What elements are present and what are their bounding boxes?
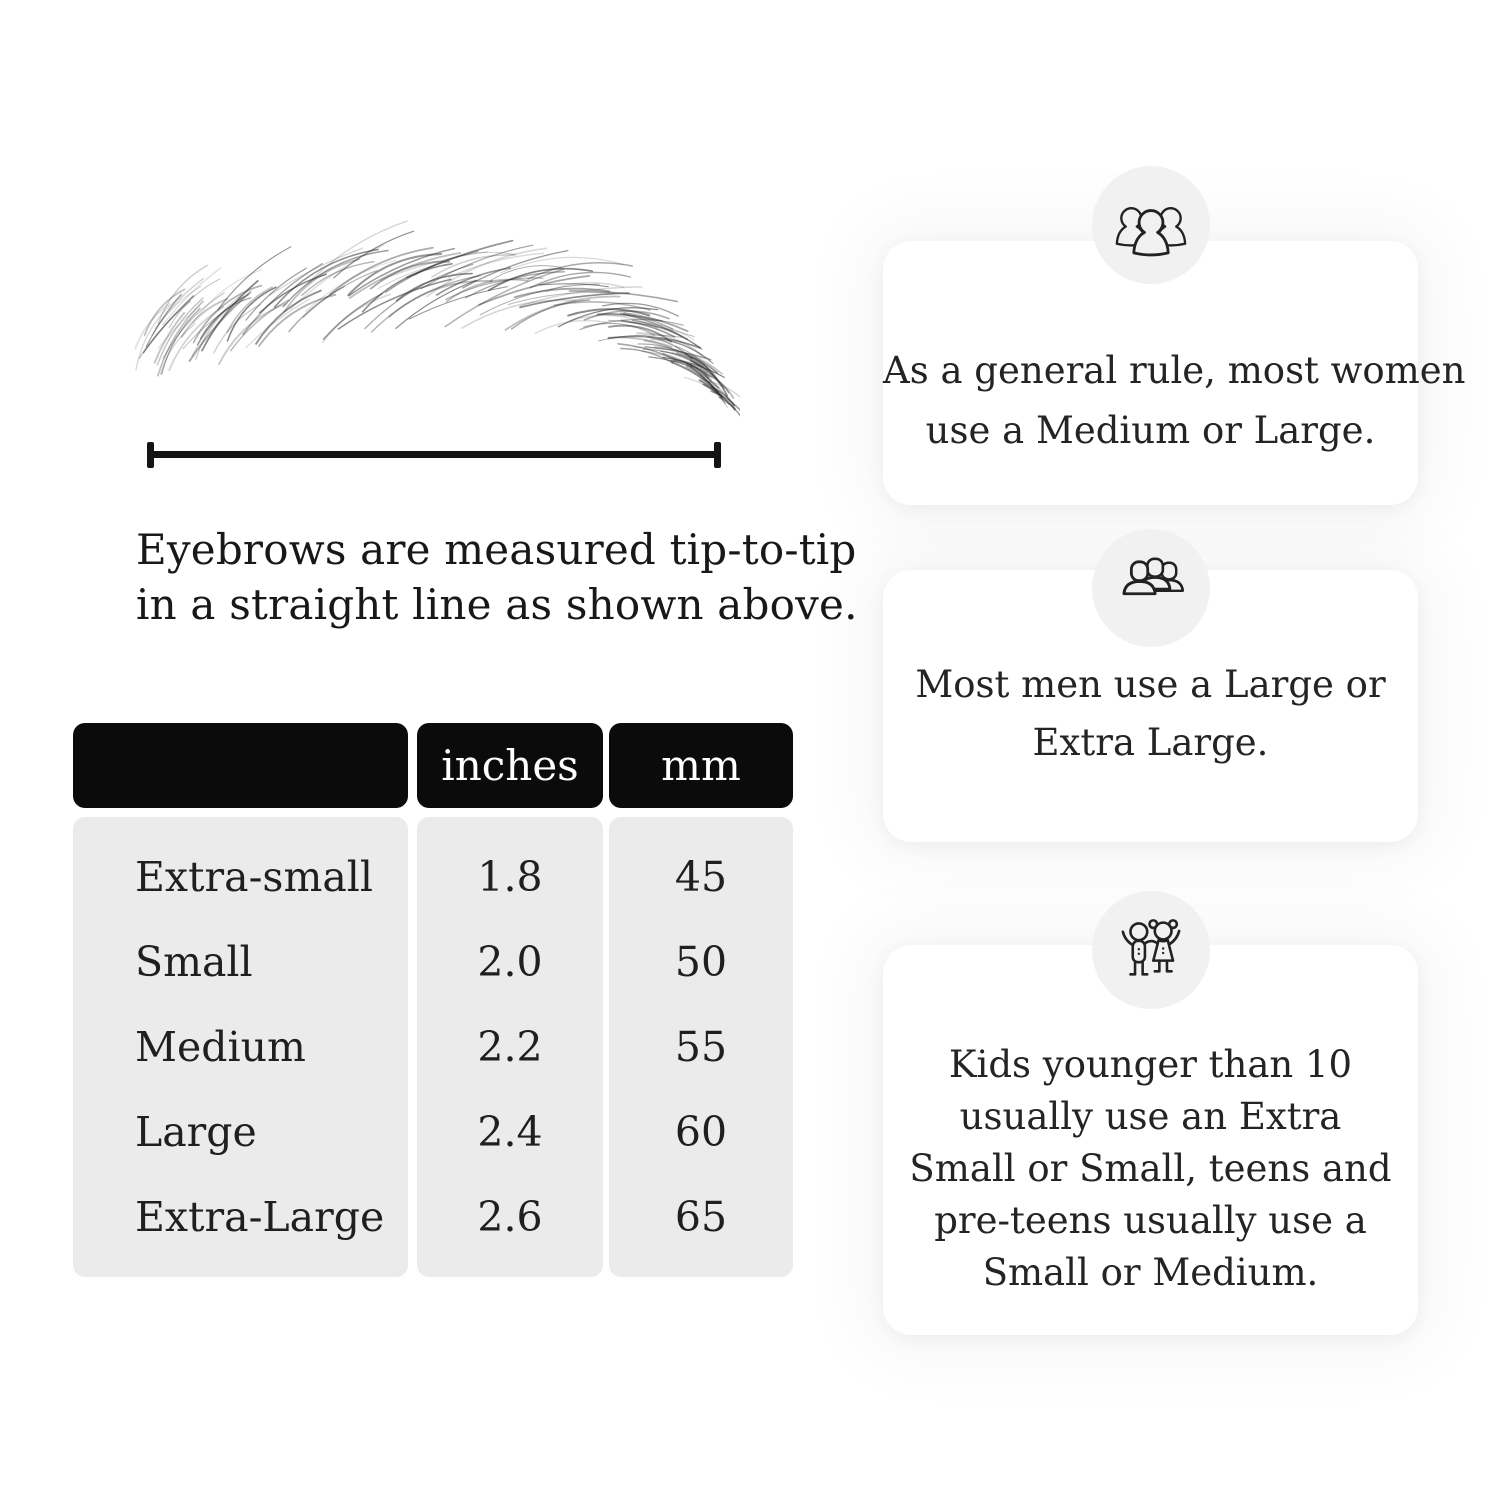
mm-value: 55 <box>674 1023 728 1071</box>
mm-value: 60 <box>674 1108 728 1157</box>
tip-text-line: Small or Small, teens and <box>909 1147 1392 1190</box>
row-label: Extra-small <box>135 852 374 901</box>
row-label: Extra-Large <box>135 1193 385 1242</box>
women-group-icon <box>1115 207 1186 257</box>
tip-text-line: pre-teens usually use a <box>934 1199 1367 1242</box>
inches-value: 1.8 <box>477 852 543 901</box>
table-column-mm: 45 50 55 60 65 <box>609 817 793 1277</box>
tip-text-line: Most men use a Large or <box>915 663 1386 706</box>
table-header-size <box>73 723 408 808</box>
tip-text-line: usually use an Extra <box>959 1095 1342 1138</box>
mm-value: 65 <box>674 1193 728 1242</box>
measure-line-bar <box>152 451 718 458</box>
icon-circle <box>1091 166 1210 284</box>
caption-line: in a straight line as shown above. <box>136 580 858 629</box>
tip-text: Kids younger than 10 usually use an Extr… <box>883 945 1418 1299</box>
icon-circle <box>1091 529 1210 647</box>
table-header-inches: inches <box>417 723 603 808</box>
inches-value: 2.0 <box>477 937 543 986</box>
row-label: Small <box>135 937 253 986</box>
table-column-sizes: Extra-small Small Medium Large Extra-Lar… <box>73 817 408 1277</box>
tip-card-kids: Kids younger than 10 usually use an Extr… <box>883 891 1418 1335</box>
table-header-mm: mm <box>609 723 793 808</box>
table-column-inches: 1.8 2.0 2.2 2.4 2.6 <box>417 817 603 1277</box>
measure-end-cap-left <box>147 442 154 468</box>
tip-card-women: As a general rule, most women use a Medi… <box>883 166 1466 505</box>
tip-text: Most men use a Large or Extra Large. <box>883 570 1418 772</box>
kids-icon <box>1121 919 1180 976</box>
measurement-caption: Eyebrows are measured tip-to-tip in a st… <box>136 522 858 632</box>
tip-text-line: Extra Large. <box>1032 721 1269 764</box>
inches-value: 2.2 <box>477 1023 543 1071</box>
men-group-icon <box>1122 557 1184 596</box>
inches-value: 2.6 <box>477 1193 543 1242</box>
tip-text-line: use a Medium or Large. <box>925 409 1376 452</box>
tip-text-line: Small or Medium. <box>982 1251 1319 1294</box>
row-label: Large <box>135 1108 257 1157</box>
eyebrow-illustration <box>134 220 740 417</box>
measure-end-cap-right <box>714 442 721 468</box>
row-label: Medium <box>135 1023 306 1071</box>
mm-value: 50 <box>674 937 728 986</box>
tip-text-line: As a general rule, most women <box>883 349 1466 392</box>
tip-text-line: Kids younger than 10 <box>948 1043 1353 1086</box>
caption-line: Eyebrows are measured tip-to-tip <box>136 525 857 574</box>
tip-card-men: Most men use a Large or Extra Large. <box>883 529 1418 842</box>
inches-value: 2.4 <box>477 1108 543 1157</box>
icon-circle <box>1091 891 1210 1009</box>
tip-text: As a general rule, most women use a Medi… <box>883 241 1466 461</box>
mm-value: 45 <box>674 852 728 901</box>
